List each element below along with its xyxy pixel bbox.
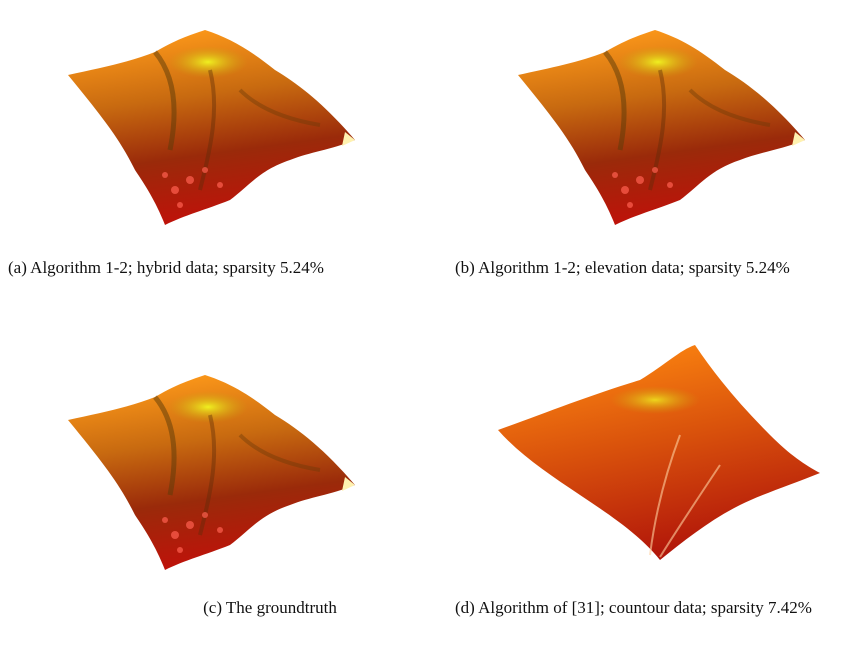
caption: (c) The groundtruth [66,596,474,620]
terrain-image-d [490,345,825,565]
figure-page: (a) Algorithm 1-2; hybrid data; sparsity… [0,0,865,645]
terrain-image-b [510,0,810,230]
caption: (b) Algorithm 1-2; elevation data; spars… [455,256,863,280]
terrain-image-a [60,0,360,230]
terrain-image-c [60,345,360,575]
caption: (d) Algorithm of [31]; countour data; sp… [455,596,863,620]
caption: (a) Algorithm 1-2; hybrid data; sparsity… [8,256,416,280]
